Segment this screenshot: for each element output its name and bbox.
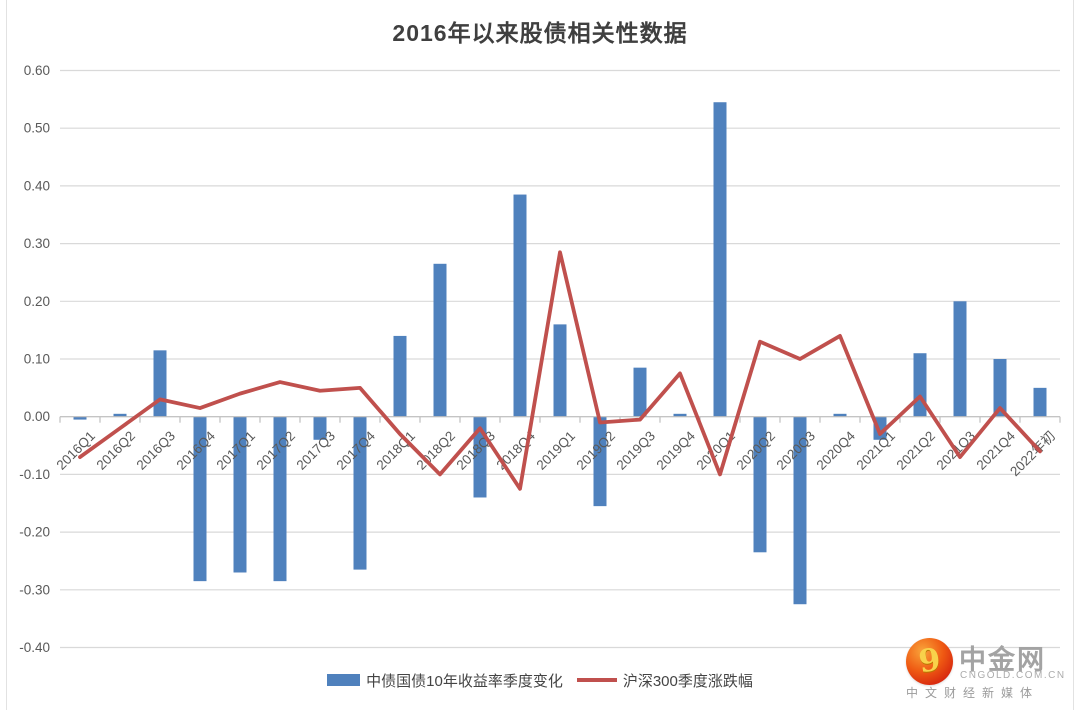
bar-2021Q3: [953, 301, 967, 417]
bar-2021Q4: [993, 359, 1007, 417]
bar-2019Q1: [553, 324, 567, 417]
svg-text:-0.30: -0.30: [19, 582, 50, 597]
svg-text:0.40: 0.40: [24, 178, 50, 193]
bar-2017Q4: [353, 416, 367, 570]
bar-2017Q3: [313, 416, 327, 440]
svg-text:0.30: 0.30: [24, 236, 50, 251]
svg-text:2018Q1: 2018Q1: [374, 428, 419, 473]
x-axis: [59, 416, 1061, 423]
svg-text:0.60: 0.60: [24, 63, 50, 78]
svg-text:0.00: 0.00: [24, 409, 50, 424]
bar-2017Q2: [273, 416, 287, 582]
svg-text:-0.20: -0.20: [19, 525, 50, 540]
line-series: [78, 250, 1042, 491]
bar-2019Q4: [673, 413, 687, 417]
svg-text:0.50: 0.50: [24, 121, 50, 136]
watermark-domain: CNGOLD.COM.CN: [960, 670, 1066, 681]
bar-2017Q1: [233, 416, 247, 573]
chart-legend: 中债国债10年收益率季度变化 沪深300季度涨跌幅: [0, 668, 1080, 692]
bar-2022年初: [1033, 387, 1047, 417]
svg-text:2018Q2: 2018Q2: [414, 428, 459, 473]
bar-2020Q2: [753, 416, 767, 553]
bar-2018Q2: [433, 263, 447, 417]
bar-2019Q3: [633, 367, 647, 417]
cngold-watermark: 9 中金网 CNGOLD.COM.CN 中文财经新媒体: [906, 636, 1066, 702]
gold-swirl-icon: 9: [916, 641, 943, 681]
bar-series-swatch-icon: [327, 674, 361, 686]
y-axis-tick-labels: 0.60 0.50 0.40 0.30 0.20 0.10 0.00 -0.10 -0.20 -0…: [19, 63, 50, 655]
svg-text:0.10: 0.10: [24, 352, 50, 367]
bar-2020Q1: [713, 102, 727, 417]
bar-2020Q3: [793, 416, 807, 605]
bar-2016Q3: [153, 350, 167, 417]
line-series-legend-label: 沪深300季度涨跌幅: [622, 672, 753, 690]
bar-2018Q1: [393, 335, 407, 417]
svg-text:2016Q2: 2016Q2: [94, 428, 139, 473]
svg-text:2019Q4: 2019Q4: [654, 428, 699, 473]
bar-2019Q2: [593, 416, 607, 507]
bar-2020Q4: [833, 413, 847, 417]
chart-border-right: [1073, 0, 1074, 710]
bar-series-legend-label: 中债国债10年收益率季度变化: [366, 672, 563, 690]
svg-text:2019Q1: 2019Q1: [534, 428, 579, 473]
svg-text:2016Q3: 2016Q3: [134, 428, 179, 473]
watermark-tagline: 中文财经新媒体: [906, 686, 1040, 700]
bar-2016Q4: [193, 416, 207, 582]
watermark-site-name: 中金网: [959, 645, 1046, 675]
chart-border-left: [6, 0, 7, 710]
svg-text:2020Q4: 2020Q4: [814, 428, 859, 473]
chart-title: 2016年以来股债相关性数据: [392, 20, 688, 46]
svg-text:0.20: 0.20: [24, 294, 50, 309]
svg-text:-0.10: -0.10: [19, 467, 50, 482]
bar-series: [73, 102, 1047, 605]
svg-text:2018Q4: 2018Q4: [494, 428, 539, 473]
svg-text:2021Q2: 2021Q2: [894, 428, 939, 473]
bar-2018Q4: [513, 194, 527, 417]
cngold-logo-icon: 9: [906, 638, 953, 685]
line-series-swatch-icon: [576, 678, 617, 682]
bar-2016Q1: [73, 416, 87, 420]
bar-2021Q2: [913, 353, 927, 417]
svg-text:-0.40: -0.40: [19, 640, 50, 655]
bar-2016Q2: [113, 413, 127, 417]
bar-2018Q3: [473, 416, 487, 498]
svg-text:2019Q3: 2019Q3: [614, 428, 659, 473]
